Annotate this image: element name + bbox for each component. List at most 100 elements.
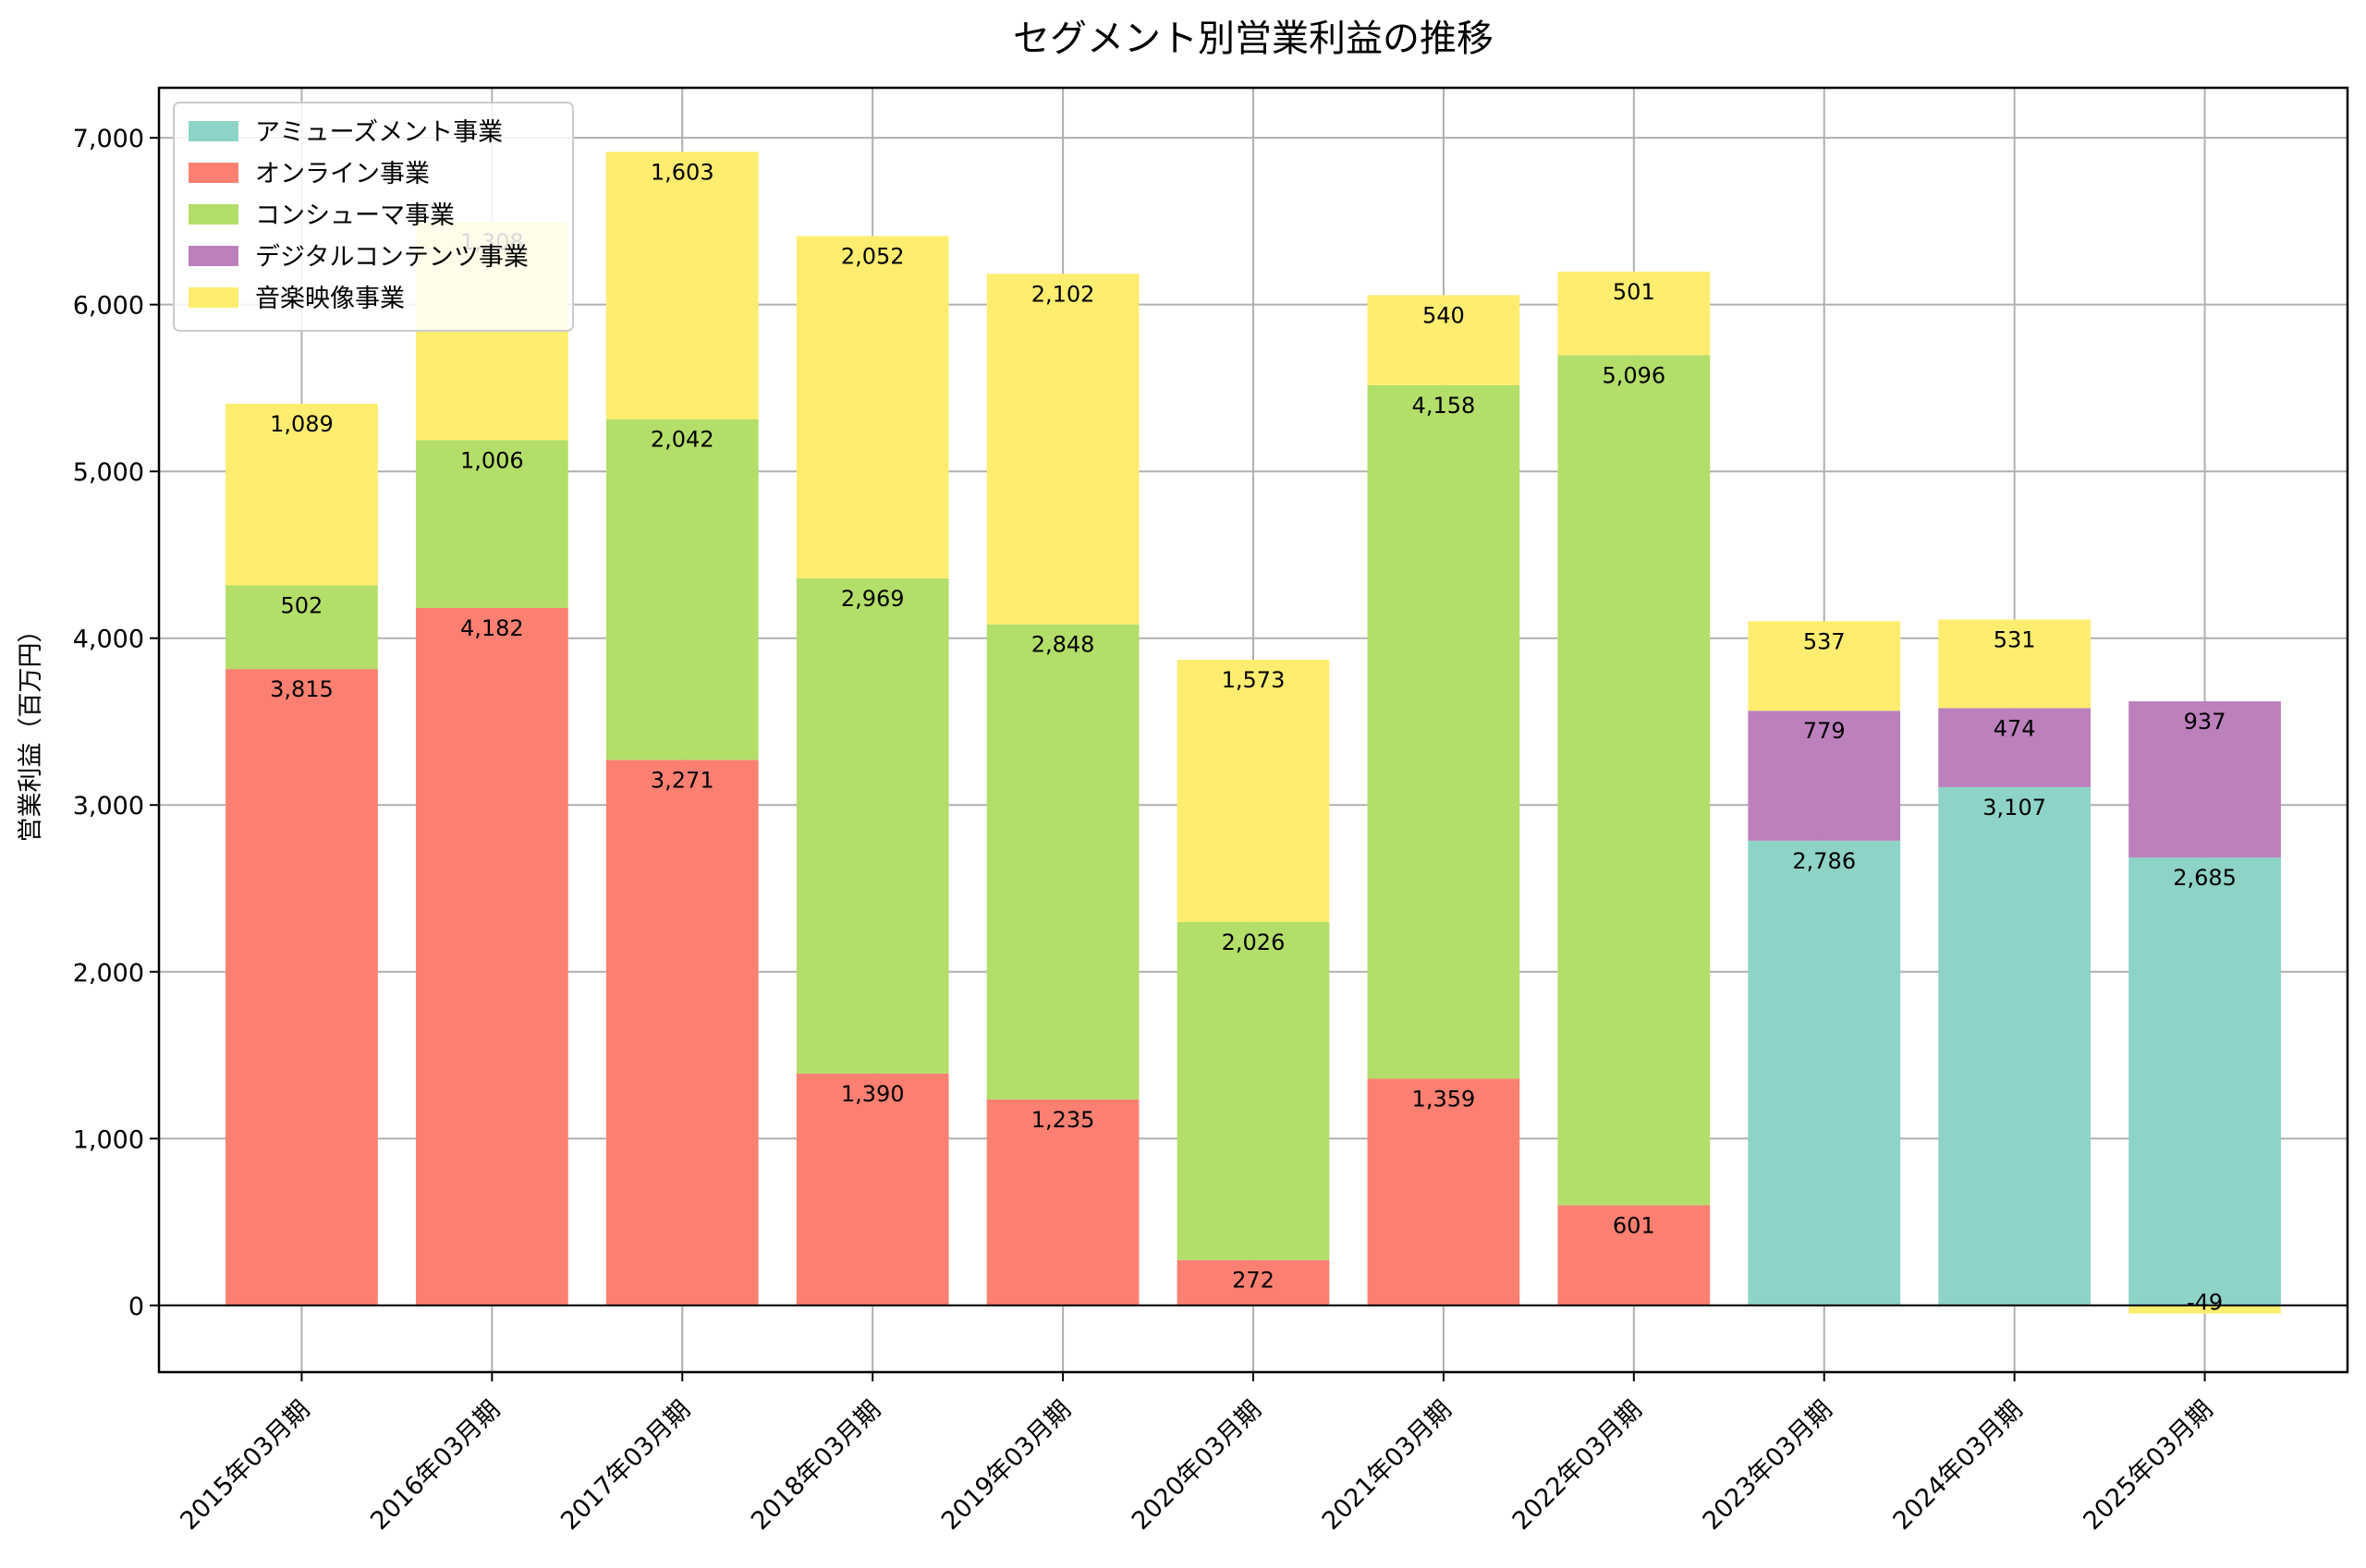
bar-segment <box>986 1099 1140 1306</box>
bar-segment <box>226 669 378 1306</box>
bar-segment <box>1748 621 1901 711</box>
y-tick-label: 7,000 <box>73 125 144 153</box>
bar-segment <box>1748 840 1901 1306</box>
legend-swatch <box>189 287 238 308</box>
legend-entry: コンシューマ事業 <box>255 201 455 230</box>
data-label: 501 <box>1613 279 1655 305</box>
legend-swatch <box>189 204 238 225</box>
x-tick-label: 2025年03月期 <box>2078 1395 2218 1536</box>
bar-segment <box>1177 660 1330 922</box>
data-label: 1,235 <box>1031 1107 1095 1133</box>
data-label: 537 <box>1803 628 1846 654</box>
data-label: 2,685 <box>2173 865 2237 891</box>
legend-swatch <box>189 246 238 266</box>
bar-segment <box>1938 708 2092 787</box>
y-tick-label: 4,000 <box>73 626 144 654</box>
x-tick-label: 2019年03月期 <box>936 1395 1077 1536</box>
bar-segment <box>415 440 568 608</box>
data-label: 502 <box>281 592 323 618</box>
bar-segment <box>2128 1305 2281 1314</box>
legend-swatch <box>189 121 238 141</box>
bar-segment <box>796 1073 949 1306</box>
bar-segment <box>1557 1205 1711 1306</box>
bar-segment <box>2128 700 2281 858</box>
bar-segment <box>1938 619 2092 709</box>
x-tick-label: 2021年03月期 <box>1317 1395 1457 1536</box>
bar-segment <box>1938 786 2092 1306</box>
data-label: 1,359 <box>1412 1086 1476 1112</box>
bar-segment <box>796 236 949 578</box>
x-tick-label: 2018年03月期 <box>746 1395 886 1536</box>
data-label: 2,026 <box>1222 930 1286 955</box>
bar-segment <box>1177 921 1330 1260</box>
bar-segment <box>226 403 378 586</box>
data-label: 531 <box>1994 626 2036 652</box>
data-label: 779 <box>1803 718 1846 744</box>
data-label: 1,573 <box>1222 667 1286 693</box>
data-label: -49 <box>2187 1290 2223 1316</box>
x-tick-label: 2022年03月期 <box>1507 1395 1648 1536</box>
data-label: 5,096 <box>1602 362 1665 388</box>
legend: アミューズメント事業オンライン事業コンシューマ事業デジタルコンテンツ事業音楽映像… <box>173 102 574 332</box>
data-label: 1,006 <box>460 447 524 473</box>
legend-swatch <box>189 163 238 183</box>
y-tick-label: 5,000 <box>73 458 144 487</box>
bar-segment <box>415 607 568 1306</box>
chart-title: セグメント別営業利益の推移 <box>1013 18 1494 60</box>
legend-entry: デジタルコンテンツ事業 <box>255 243 529 272</box>
bar-segment <box>1367 295 1520 385</box>
bar-segment <box>605 760 759 1306</box>
data-label: 540 <box>1422 302 1465 328</box>
data-label: 1,089 <box>270 411 334 437</box>
data-label: 4,182 <box>460 615 524 641</box>
data-label: 474 <box>1994 715 2036 741</box>
legend-box <box>173 102 574 332</box>
bar-segment <box>1748 711 1901 841</box>
y-axis-label: 営業利益（百万円） <box>17 618 45 843</box>
data-label: 3,107 <box>1982 795 2046 820</box>
data-label: 3,815 <box>270 676 334 702</box>
data-label: 4,158 <box>1412 393 1476 419</box>
x-tick-label: 2020年03月期 <box>1127 1395 1267 1536</box>
x-tick-label: 2023年03月期 <box>1698 1395 1838 1536</box>
data-label: 2,042 <box>651 427 714 453</box>
bar-segment <box>1557 355 1711 1206</box>
legend-entry: アミューズメント事業 <box>255 118 503 147</box>
data-label: 2,102 <box>1031 281 1095 307</box>
bar-segment <box>2128 857 2281 1306</box>
x-tick-label: 2017年03月期 <box>555 1395 696 1536</box>
data-label: 3,271 <box>651 767 714 793</box>
bar-segment <box>605 419 759 760</box>
y-tick-label: 3,000 <box>73 792 144 820</box>
data-label: 601 <box>1613 1212 1655 1238</box>
data-label: 1,390 <box>841 1081 905 1107</box>
y-tick-label: 0 <box>128 1293 144 1321</box>
x-tick-label: 2015年03月期 <box>175 1395 315 1536</box>
data-label: 2,969 <box>841 586 905 612</box>
data-label: 2,848 <box>1031 632 1095 658</box>
bar-segment <box>226 585 378 670</box>
legend-entry: オンライン事業 <box>255 160 430 188</box>
y-tick-label: 1,000 <box>73 1125 144 1154</box>
data-label: 1,603 <box>651 159 714 185</box>
legend-entry: 音楽映像事業 <box>255 285 405 313</box>
data-labels: 3,8155021,0894,1821,0061,3083,2712,0421,… <box>270 159 2237 1315</box>
bar-segment <box>796 577 949 1074</box>
data-label: 272 <box>1232 1268 1274 1294</box>
data-label: 2,052 <box>841 243 905 269</box>
bar-segment <box>1367 384 1520 1079</box>
x-tick-label: 2016年03月期 <box>365 1395 506 1536</box>
data-label: 2,786 <box>1792 848 1856 874</box>
bar-segment <box>1177 1259 1330 1306</box>
data-label: 937 <box>2184 709 2226 735</box>
x-tick-label: 2024年03月期 <box>1888 1395 2029 1536</box>
bar-segment <box>605 152 759 419</box>
y-tick-label: 6,000 <box>73 292 144 321</box>
bar-segment <box>986 624 1140 1100</box>
bar-segment <box>1367 1078 1520 1306</box>
bar-segment <box>1557 271 1711 356</box>
y-tick-label: 2,000 <box>73 959 144 988</box>
bar-segment <box>986 273 1140 625</box>
bars <box>226 152 2281 1314</box>
